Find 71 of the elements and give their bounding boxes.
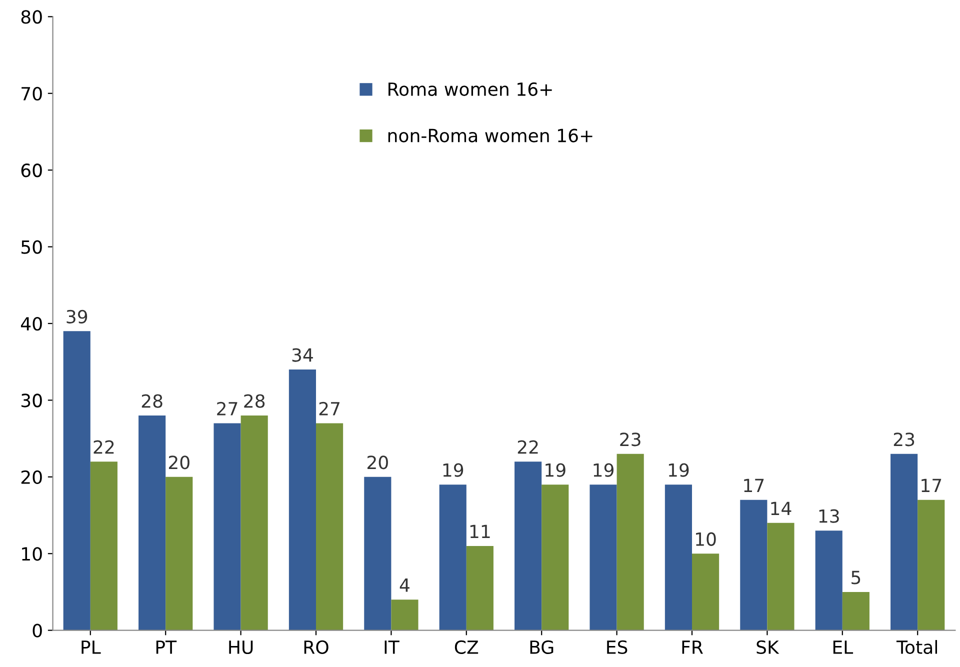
data-label: 19 (668, 463, 689, 477)
x-tick-label: PT (156, 640, 177, 654)
x-tick-label: SK (756, 640, 780, 654)
data-label: 4 (400, 578, 410, 592)
x-tick-label: IT (384, 640, 400, 654)
x-tick-label: EL (833, 640, 854, 654)
data-label: 19 (546, 463, 566, 477)
x-tick-label: HU (229, 640, 253, 654)
x-tick-label: PL (82, 640, 101, 654)
bar (514, 462, 542, 630)
data-label: 5 (852, 570, 860, 584)
y-tick-label: 70 (22, 86, 42, 100)
data-label: 17 (922, 478, 942, 492)
bar (391, 600, 418, 630)
bar (316, 423, 344, 630)
y-tick-label: 60 (21, 164, 42, 178)
bar (439, 484, 466, 630)
bar (138, 416, 166, 630)
legend-label: non-Roma women 16+ (388, 128, 592, 142)
bar (767, 522, 794, 630)
bar (166, 476, 193, 630)
bar (616, 454, 644, 630)
data-label: 19 (594, 463, 614, 477)
bar (466, 546, 494, 630)
x-tick-label: ES (607, 640, 628, 654)
data-label: 23 (894, 432, 914, 446)
data-label: 19 (443, 463, 464, 477)
legend-label: Roma women 16+ (388, 82, 552, 96)
y-tick-label: 20 (21, 470, 42, 484)
data-label: 10 (696, 532, 716, 546)
x-tick-label: BG (530, 640, 554, 654)
bar (90, 462, 118, 630)
bar (815, 530, 842, 630)
bar (692, 554, 720, 630)
bar (740, 500, 768, 630)
bar (240, 416, 268, 630)
y-tick-label: 30 (21, 394, 42, 408)
data-label: 17 (744, 478, 764, 492)
data-label: 23 (620, 432, 640, 446)
bar (288, 370, 316, 630)
bar (542, 484, 569, 630)
y-tick-label: 40 (20, 316, 42, 331)
data-label: 27 (217, 402, 238, 416)
x-tick-label: CZ (454, 640, 478, 654)
bar (364, 476, 392, 630)
x-tick-label: RO (304, 640, 328, 654)
data-label: 14 (771, 502, 792, 516)
bar (214, 423, 241, 630)
y-tick-label: 50 (21, 240, 42, 254)
data-label: 39 (66, 310, 88, 324)
data-label: 22 (94, 440, 114, 454)
bar (842, 592, 870, 630)
data-label: 13 (819, 509, 839, 523)
y-tick-label: 80 (21, 10, 42, 24)
bar (63, 331, 90, 630)
bar (890, 454, 918, 630)
data-label: 22 (518, 440, 538, 454)
x-tick-label: Total (896, 640, 937, 654)
y-tick-label: 10 (22, 547, 42, 561)
data-label: 28 (142, 394, 162, 408)
data-label: 20 (168, 456, 190, 470)
data-label: 28 (244, 394, 265, 408)
bar (918, 500, 945, 630)
data-label: 20 (368, 456, 388, 470)
y-tick-label: 0 (32, 624, 42, 638)
data-label: 27 (319, 402, 340, 416)
x-tick-label: FR (682, 640, 703, 654)
bar (590, 484, 617, 630)
data-label: 34 (292, 348, 313, 362)
data-label: 11 (470, 524, 490, 538)
bar (664, 484, 692, 630)
